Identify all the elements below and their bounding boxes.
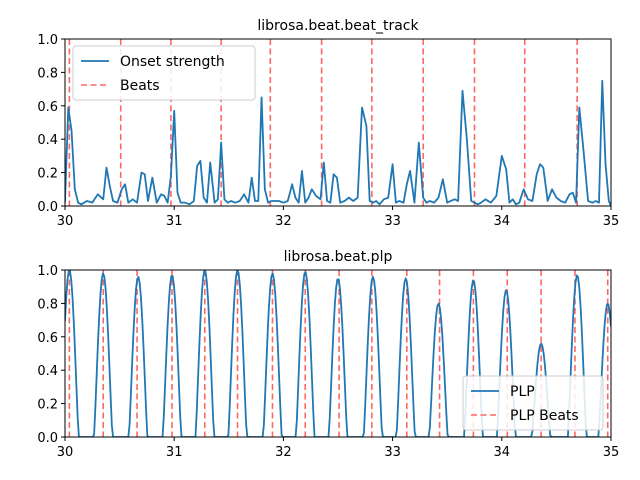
x-tick-label: 33 bbox=[384, 445, 401, 460]
y-tick-label: 0.6 bbox=[37, 331, 58, 346]
series-line bbox=[65, 270, 611, 437]
plot-area bbox=[65, 39, 611, 206]
y-tick-label: 0.8 bbox=[37, 66, 58, 81]
subplot-plp: librosa.beat.plp 30 31 32 33 34 35 0.0 0.2 0.4 0.… bbox=[37, 249, 619, 460]
x-tick-label: 31 bbox=[166, 214, 183, 229]
y-tick-label: 0.0 bbox=[37, 431, 58, 446]
y-tick-label: 0.8 bbox=[37, 297, 58, 312]
legend-box bbox=[462, 375, 604, 431]
y-tick-label: 0.2 bbox=[37, 398, 58, 413]
x-tick-label: 35 bbox=[603, 445, 620, 460]
x-tick-label: 35 bbox=[603, 214, 620, 229]
subplot-beat-track: librosa.beat.beat_track 30 31 32 33 34 35 0.0 0… bbox=[37, 18, 619, 229]
y-tick-label: 0.4 bbox=[37, 364, 58, 379]
legend-label: PLP bbox=[510, 384, 535, 400]
y-tick-label: 1.0 bbox=[37, 33, 58, 48]
y-tick-label: 0.6 bbox=[37, 100, 58, 115]
y-tick-label: 0.0 bbox=[37, 200, 58, 215]
x-tick-label: 32 bbox=[275, 445, 292, 460]
x-tick-label: 31 bbox=[166, 445, 183, 460]
plot-area bbox=[65, 270, 611, 437]
subplot-title: librosa.beat.beat_track bbox=[257, 18, 419, 34]
series-line bbox=[65, 79, 611, 206]
y-tick-label: 1.0 bbox=[37, 264, 58, 279]
x-tick-label: 30 bbox=[57, 214, 74, 229]
legend-box bbox=[72, 45, 256, 101]
x-tick-label: 30 bbox=[57, 445, 74, 460]
legend-label: Beats bbox=[120, 78, 160, 94]
axes-frame bbox=[64, 38, 612, 207]
x-tick-label: 32 bbox=[275, 214, 292, 229]
axes-frame bbox=[64, 269, 612, 438]
legend-label: PLP Beats bbox=[510, 408, 579, 424]
y-tick-label: 0.4 bbox=[37, 133, 58, 148]
y-tick-label: 0.2 bbox=[37, 167, 58, 182]
subplot-title: librosa.beat.plp bbox=[284, 249, 393, 265]
legend: Onset strength Beats bbox=[72, 45, 256, 101]
legend: PLP PLP Beats bbox=[462, 375, 604, 431]
x-tick-label: 34 bbox=[494, 214, 511, 229]
x-tick-label: 34 bbox=[494, 445, 511, 460]
x-tick-label: 33 bbox=[384, 214, 401, 229]
legend-label: Onset strength bbox=[120, 54, 225, 70]
